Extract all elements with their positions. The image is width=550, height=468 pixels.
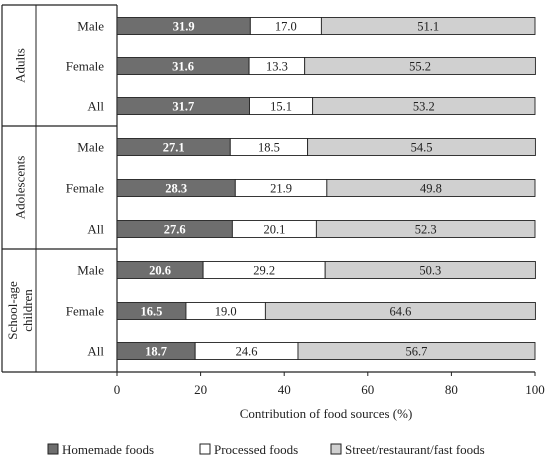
row-label: Male — [77, 263, 104, 278]
row-label: All — [87, 344, 104, 359]
x-tick-label: 100 — [525, 382, 545, 397]
legend-swatch — [47, 443, 59, 455]
data-label: 51.1 — [417, 20, 439, 34]
data-label: 31.6 — [172, 60, 194, 74]
group-label: Adults — [13, 48, 28, 83]
data-label: 29.2 — [253, 264, 275, 278]
data-label: 50.3 — [419, 264, 441, 278]
data-label: 24.6 — [236, 345, 258, 359]
legend-swatch — [199, 443, 211, 455]
data-label: 31.7 — [172, 100, 194, 114]
data-label: 55.2 — [409, 60, 431, 74]
group-label: Adolescents — [13, 156, 28, 220]
group-label: School-agechildren — [5, 281, 35, 340]
data-label: 54.5 — [411, 141, 433, 155]
data-label: 53.2 — [413, 100, 435, 114]
data-label: 27.1 — [163, 141, 185, 155]
data-label: 16.5 — [141, 305, 163, 319]
bar-segment — [324, 261, 536, 279]
row-label: Male — [77, 140, 104, 155]
bar-segment — [320, 17, 536, 35]
x-tick-label: 40 — [278, 382, 291, 397]
data-label: 31.9 — [173, 20, 195, 34]
legend-swatch — [330, 443, 342, 455]
row-label: Female — [66, 304, 104, 319]
data-label: 17.0 — [275, 20, 297, 34]
bars: 31.9 17.0 51.1 31.6 13.3 55.2 31.7 15.1 53.2 27.1… — [116, 17, 536, 360]
data-label: 19.0 — [215, 305, 237, 319]
data-label: 21.9 — [270, 182, 292, 196]
bar-segment — [264, 302, 536, 320]
data-label: 28.3 — [165, 182, 187, 196]
data-label: 56.7 — [406, 345, 428, 359]
data-label: 49.8 — [420, 182, 442, 196]
bar-segment — [326, 179, 536, 197]
x-tick-label: 20 — [194, 382, 207, 397]
legend: Homemade foods Processed foods Street/rest… — [47, 442, 485, 457]
group-labels: Adults Adolescents School-agechildren — [5, 48, 35, 340]
row-label: Female — [66, 181, 104, 196]
data-label: 52.3 — [415, 223, 437, 237]
x-tick-label: 80 — [445, 382, 458, 397]
data-label: 27.6 — [164, 223, 186, 237]
bar-segment — [312, 97, 536, 115]
legend-label: Street/restaurant/fast foods — [345, 442, 485, 457]
data-label: 18.7 — [145, 345, 167, 359]
data-label: 13.3 — [266, 60, 288, 74]
row-label: Female — [66, 59, 104, 74]
row-label: All — [87, 222, 104, 237]
x-tick-label: 0 — [114, 382, 121, 397]
data-label: 20.1 — [263, 223, 285, 237]
legend-label: Processed foods — [214, 442, 298, 457]
x-axis-label: Contribution of food sources (%) — [240, 406, 413, 421]
x-axis: 0 20 40 60 80 100 — [114, 371, 545, 397]
bar-segment — [315, 220, 536, 238]
bar-segment — [297, 342, 536, 360]
data-label: 18.5 — [258, 141, 280, 155]
row-label: Male — [77, 19, 104, 34]
x-tick-label: 60 — [361, 382, 374, 397]
data-label: 64.6 — [389, 305, 411, 319]
bar-segment — [307, 138, 536, 156]
data-label: 15.1 — [270, 100, 292, 114]
data-label: 20.6 — [149, 264, 171, 278]
row-labels: Male Female All Male Female All Male Female All — [66, 19, 105, 359]
row-label: All — [87, 99, 104, 114]
legend-label: Homemade foods — [62, 442, 154, 457]
bar-segment — [304, 57, 536, 75]
